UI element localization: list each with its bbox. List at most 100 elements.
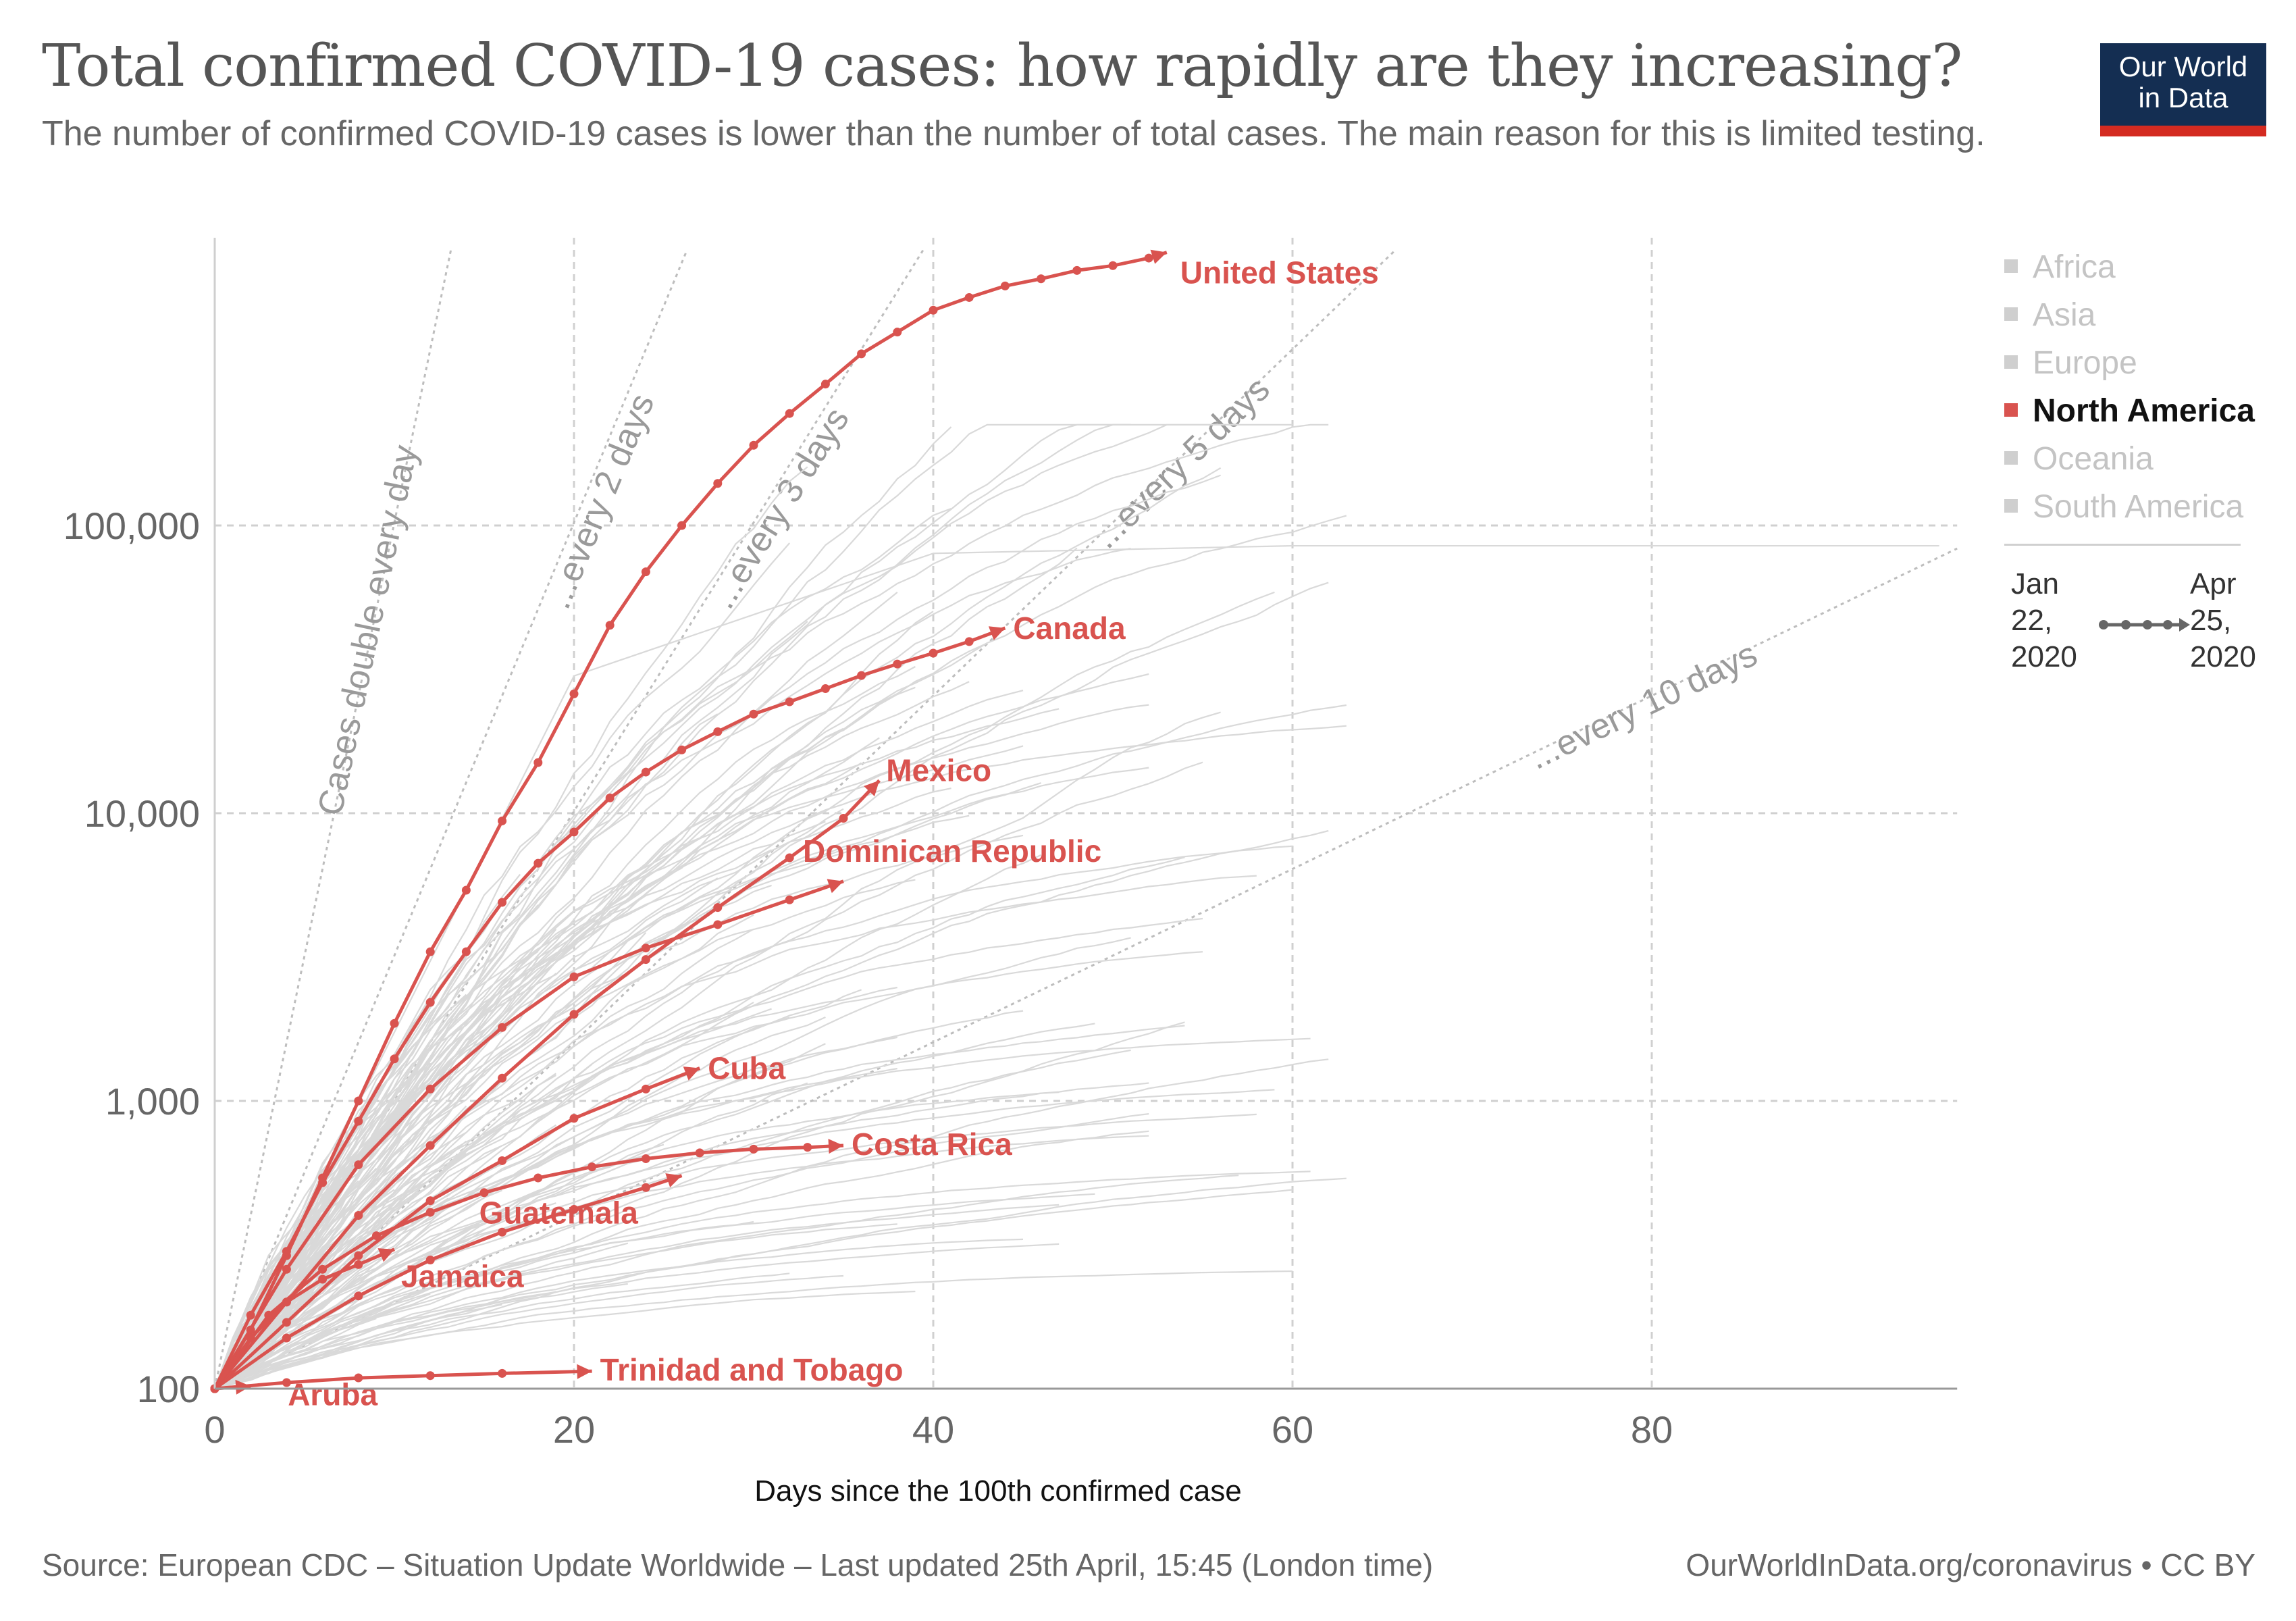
data-point	[749, 1144, 758, 1154]
data-point	[425, 1371, 435, 1381]
data-point	[641, 955, 650, 964]
data-point	[677, 745, 687, 754]
series-line	[214, 1369, 592, 1391]
series-label: Canada	[1013, 611, 1126, 646]
background-country-line	[214, 1304, 502, 1390]
series-end-arrow	[683, 1066, 700, 1081]
y-tick-label: 10,000	[84, 792, 200, 835]
series-line	[213, 1247, 395, 1390]
series-layer: United States Canada Mexico Dominican Repub…	[210, 249, 1379, 1412]
background-country-line	[214, 1113, 1257, 1389]
background-country-line	[214, 426, 952, 1389]
background-country-line	[214, 1025, 1185, 1389]
background-country-line	[214, 884, 772, 1389]
data-point	[1072, 265, 1082, 275]
data-point	[695, 1148, 704, 1158]
data-point	[929, 305, 938, 315]
background-country-line	[214, 1204, 1060, 1390]
x-tick-label: 60	[1272, 1408, 1313, 1451]
data-point	[354, 1373, 363, 1383]
data-point	[785, 697, 794, 706]
timeline-icon[interactable]	[2097, 611, 2191, 638]
background-country-line	[214, 782, 1041, 1389]
background-country-line	[214, 1283, 628, 1390]
legend-item-south-america[interactable]: South America	[2004, 488, 2243, 525]
series-label: Aruba	[288, 1376, 377, 1412]
background-country-line	[214, 1017, 790, 1389]
background-country-line	[214, 1291, 556, 1389]
data-point	[785, 409, 794, 418]
data-point	[282, 1318, 291, 1327]
data-point	[498, 1368, 507, 1378]
data-point	[1037, 274, 1046, 284]
source-note: Source: European CDC – Situation Update …	[42, 1547, 1434, 1583]
background-country-line	[214, 1170, 1311, 1389]
data-point	[498, 1023, 507, 1032]
data-point	[461, 947, 471, 956]
data-point	[354, 1260, 363, 1269]
data-point	[713, 903, 723, 912]
background-country-line	[214, 1010, 1024, 1389]
data-point	[641, 1084, 650, 1093]
data-point	[893, 659, 902, 669]
background-country-line	[214, 1002, 754, 1389]
source-url[interactable]: OurWorldInData.org/coronavirus • CC BY	[1686, 1547, 2255, 1583]
data-point	[461, 885, 471, 895]
data-point	[1144, 253, 1153, 263]
chart-subtitle: The number of confirmed COVID-19 cases i…	[42, 114, 1985, 153]
background-country-line	[214, 1270, 1293, 1390]
series-label: Guatemala	[479, 1195, 639, 1231]
data-point	[964, 637, 974, 646]
data-point	[498, 1227, 507, 1237]
x-tick-label: 80	[1631, 1408, 1673, 1451]
time-start-label: Jan 22, 2020	[2011, 567, 2077, 673]
series-end-arrow	[377, 1248, 394, 1262]
legend-label: North America	[2033, 393, 2255, 429]
data-point	[1108, 261, 1118, 270]
data-point	[713, 727, 723, 736]
data-point	[569, 689, 579, 698]
legend-item-north-america[interactable]: North America	[2004, 392, 2255, 430]
series-label: Costa Rica	[852, 1127, 1012, 1162]
data-point	[533, 1173, 543, 1183]
legend-swatch	[2004, 307, 2018, 321]
legend-item-oceania[interactable]: Oceania	[2004, 440, 2154, 478]
background-country-line	[214, 788, 951, 1389]
legend-label: Africa	[2033, 249, 2116, 285]
series-end-arrow	[864, 780, 880, 796]
data-point	[641, 1183, 650, 1192]
data-point	[533, 758, 543, 767]
background-country-line	[214, 1183, 556, 1389]
background-country-line	[214, 591, 1275, 1389]
legend-item-africa[interactable]: Africa	[2004, 249, 2116, 286]
y-tick-label: 100,000	[63, 505, 200, 547]
background-country-line	[214, 547, 1078, 1389]
chart-title: Total confirmed COVID-19 cases: how rapi…	[42, 32, 1962, 100]
series-line	[213, 251, 1168, 1390]
data-point	[354, 1116, 363, 1126]
time-end-label: Apr 25, 2020	[2190, 567, 2256, 673]
reference-line-label: ...every 2 days	[539, 388, 662, 615]
data-point	[569, 827, 579, 837]
owid-logo[interactable]: Our World in Data	[2100, 43, 2266, 136]
legend-item-europe[interactable]: Europe	[2004, 344, 2137, 382]
data-point	[498, 1156, 507, 1165]
background-country-line	[214, 1058, 1329, 1389]
background-country-line	[214, 917, 1203, 1389]
series-aruba: Aruba	[210, 1376, 378, 1412]
series-jamaica: Jamaica	[210, 1247, 524, 1393]
x-tick-label: 20	[553, 1408, 595, 1451]
legend-item-asia[interactable]: Asia	[2004, 297, 2095, 334]
legend-swatch	[2004, 499, 2018, 513]
data-point	[713, 920, 723, 929]
background-country-line	[214, 845, 1293, 1389]
data-point	[641, 944, 650, 953]
background-country-line	[214, 1130, 1149, 1389]
data-point	[425, 1084, 435, 1093]
data-point	[479, 1188, 489, 1198]
data-point	[893, 328, 902, 337]
reference-lines-layer: Cases double every day ...every 2 days...…	[213, 249, 1958, 1390]
series-label: United States	[1180, 255, 1379, 290]
data-point	[641, 1154, 650, 1163]
legend-swatch	[2004, 403, 2018, 417]
